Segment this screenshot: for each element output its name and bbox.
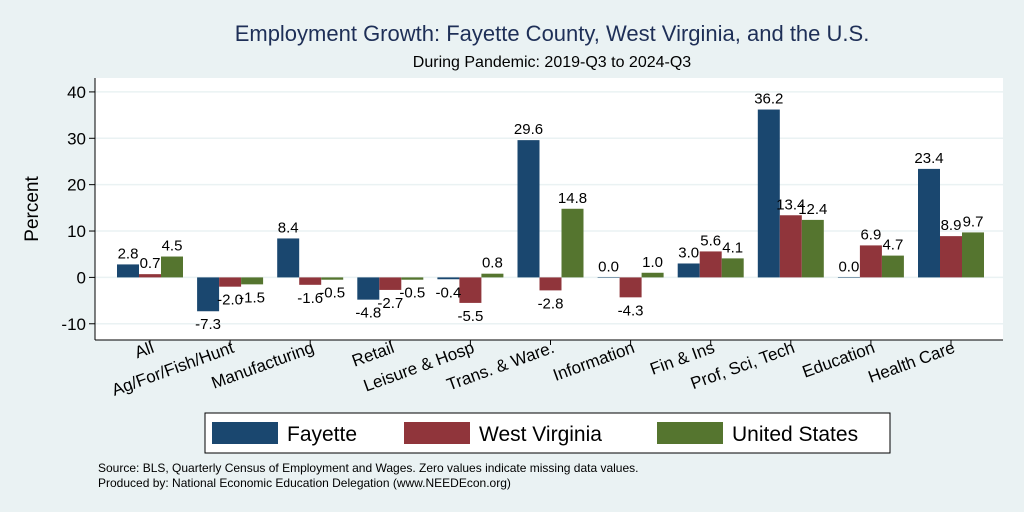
data-label: -0.5 (399, 285, 425, 302)
y-tick-label: -10 (61, 315, 86, 334)
data-label: 8.9 (941, 217, 962, 234)
bar-west-virginia (459, 277, 482, 303)
data-label: -1.6 (297, 290, 323, 307)
y-axis-label: Percent (22, 176, 43, 242)
bar-west-virginia (699, 251, 722, 278)
bar-fayette (517, 140, 540, 278)
bar-united-states (481, 273, 504, 278)
y-tick-label: 0 (77, 268, 86, 287)
data-label: 0.0 (838, 258, 859, 275)
chart-title: Employment Growth: Fayette County, West … (235, 21, 870, 46)
data-label: -4.8 (355, 305, 381, 322)
data-label: 36.2 (754, 91, 783, 108)
bar-west-virginia (779, 215, 802, 278)
bar-west-virginia (139, 274, 161, 278)
x-tick-label: Health Care (866, 338, 958, 387)
x-tick-label: Education (800, 338, 878, 382)
legend-label: Fayette (287, 423, 357, 446)
bar-west-virginia (539, 277, 562, 291)
bar-west-virginia (619, 277, 642, 298)
bar-west-virginia (940, 236, 962, 278)
bar-fayette (357, 277, 380, 300)
legend-swatch (212, 422, 278, 444)
legend-label: West Virginia (479, 423, 602, 446)
y-tick-label: 30 (67, 129, 86, 148)
y-tick-label: 40 (67, 83, 86, 102)
data-label: -2.8 (538, 295, 564, 312)
data-label: 3.0 (678, 244, 699, 261)
plot-area (95, 78, 1003, 340)
legend: Fayette West Virginia United States (204, 412, 891, 454)
data-label: 2.8 (118, 245, 139, 262)
data-label: -1.5 (239, 289, 265, 306)
legend-box (204, 412, 891, 454)
bar-united-states (321, 277, 344, 280)
data-label: 0.0 (598, 258, 619, 275)
bar-fayette (757, 109, 780, 278)
data-label: 0.8 (482, 255, 503, 272)
bar-united-states (561, 208, 584, 278)
data-label: -0.4 (435, 284, 461, 301)
bar-united-states (801, 219, 824, 278)
data-label: 4.7 (882, 237, 903, 254)
legend-swatch (657, 422, 723, 444)
data-label: -2.7 (377, 295, 403, 312)
data-label: 13.4 (776, 196, 805, 213)
bar-united-states (641, 272, 664, 278)
x-tick-label: All (132, 338, 156, 362)
bar-fayette (837, 277, 860, 278)
bar-fayette (117, 264, 139, 278)
bar-west-virginia (219, 277, 242, 287)
x-tick-label: Information (551, 338, 637, 385)
data-label: 4.1 (722, 239, 743, 256)
data-label: 4.5 (162, 238, 183, 255)
data-label: 0.7 (140, 255, 161, 272)
data-label: 29.6 (514, 121, 543, 138)
y-tick-label: 10 (67, 222, 86, 241)
data-label: -5.5 (457, 308, 483, 325)
bar-united-states (401, 277, 424, 280)
legend-swatch (404, 422, 470, 444)
data-label: 6.9 (860, 226, 881, 243)
y-tick-label: 20 (67, 176, 86, 195)
bar-west-virginia (299, 277, 322, 285)
source-note: Source: BLS, Quarterly Census of Employm… (98, 461, 638, 475)
data-label: 12.4 (798, 201, 827, 218)
bar-west-virginia (379, 277, 402, 290)
produced-by-note: Produced by: National Economic Education… (98, 476, 511, 490)
bar-united-states (962, 232, 984, 278)
data-label: -0.5 (319, 285, 345, 302)
bar-fayette (918, 168, 940, 278)
chart-subtitle: During Pandemic: 2019-Q3 to 2024-Q3 (413, 54, 691, 71)
data-label: -7.3 (195, 316, 221, 333)
data-label: 14.8 (558, 190, 587, 207)
data-label: 9.7 (963, 213, 984, 230)
bar-united-states (881, 255, 904, 278)
bar-west-virginia (859, 245, 882, 278)
bar-united-states (161, 256, 183, 278)
bar-fayette (197, 277, 220, 312)
bar-united-states (721, 258, 744, 278)
data-label: 23.4 (914, 150, 943, 167)
bar-fayette (677, 263, 700, 278)
data-label: 1.0 (642, 254, 663, 271)
x-tick-label: Retail (349, 338, 396, 371)
bar-united-states (241, 277, 264, 285)
bar-fayette (597, 277, 620, 278)
data-label: 5.6 (700, 232, 721, 249)
data-label: 8.4 (278, 219, 299, 236)
data-label: -4.3 (618, 302, 644, 319)
bar-fayette (277, 238, 300, 278)
bar-fayette (437, 277, 460, 280)
data-label: -2.0 (217, 292, 243, 309)
legend-label: United States (732, 423, 858, 446)
